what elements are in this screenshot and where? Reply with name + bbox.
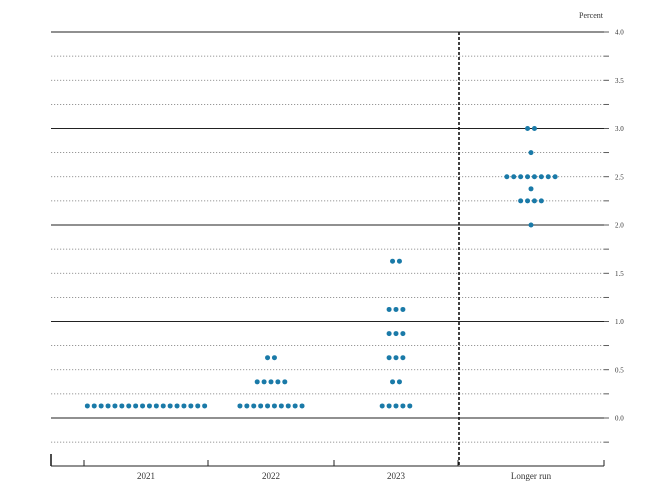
y-tick-label: 2.5: [615, 173, 624, 181]
y-tick-label: 1.5: [615, 270, 624, 278]
dot: [202, 403, 208, 409]
dot: [265, 355, 271, 361]
dot: [390, 258, 396, 264]
dot: [181, 403, 187, 409]
dot: [528, 222, 534, 228]
dot: [91, 403, 97, 409]
x-tick-label: Longer run: [511, 471, 552, 481]
y-tick-label: 3.5: [615, 77, 624, 85]
dot: [268, 379, 274, 385]
dot: [146, 403, 152, 409]
dot: [390, 379, 396, 385]
grid-lines: [51, 31, 609, 443]
x-tick-label: 2023: [387, 471, 406, 481]
dot: [400, 306, 406, 312]
dot: [393, 331, 399, 337]
dot: [275, 379, 281, 385]
dot: [195, 403, 201, 409]
dot: [265, 403, 271, 409]
dot: [386, 306, 392, 312]
dot: [525, 198, 531, 204]
dot: [119, 403, 125, 409]
dot: [174, 403, 180, 409]
dot: [140, 403, 146, 409]
dot: [531, 126, 537, 131]
dot: [379, 403, 385, 409]
dot: [552, 174, 558, 180]
x-tick-label: 2022: [262, 471, 280, 481]
y-axis-tick-labels: 0.0 0.5 1.0 1.5 2.0 2.5 3.0 3.5 4.0: [615, 29, 624, 423]
dot: [393, 403, 399, 409]
dot: [528, 150, 534, 156]
dot: [251, 403, 257, 409]
y-tick-label: 4.0: [615, 29, 624, 37]
dot: [261, 379, 267, 385]
y-axis-label: Percent: [579, 11, 604, 20]
x-axis: 2021 2022 2023 Longer run: [50, 32, 605, 481]
dot: [400, 403, 406, 409]
dot: [254, 379, 260, 385]
dot: [153, 403, 159, 409]
dot: [386, 403, 392, 409]
dot: [98, 403, 104, 409]
dot: [518, 174, 524, 180]
y-tick-label: 2.0: [615, 222, 624, 230]
dot: [112, 403, 118, 409]
dot: [525, 126, 531, 131]
dot: [299, 403, 305, 409]
dot: [160, 403, 166, 409]
dot: [393, 355, 399, 361]
dot: [531, 198, 537, 204]
dot: [386, 355, 392, 361]
dots: [84, 126, 558, 409]
dot: [258, 403, 264, 409]
dot: [396, 379, 402, 385]
y-tick-label: 1.0: [615, 318, 624, 326]
dot: [133, 403, 139, 409]
dot: [188, 403, 194, 409]
dot: [393, 306, 399, 312]
dot: [271, 355, 277, 361]
dot: [285, 403, 291, 409]
dot: [244, 403, 250, 409]
dot: [126, 403, 132, 409]
dot: [386, 331, 392, 337]
dot: [504, 174, 510, 180]
dot: [528, 186, 534, 192]
dot: [407, 403, 413, 409]
dot: [525, 174, 531, 180]
dot: [292, 403, 298, 409]
x-tick-label: 2021: [137, 471, 155, 481]
dot: [400, 331, 406, 337]
y-tick-label: 0.0: [615, 415, 624, 423]
dot: [511, 174, 517, 180]
dot: [400, 355, 406, 361]
dot: [271, 403, 277, 409]
dot: [518, 198, 524, 204]
dot: [278, 403, 284, 409]
dot: [531, 174, 537, 180]
dot: [84, 403, 90, 409]
dot: [396, 258, 402, 264]
y-tick-label: 3.0: [615, 125, 624, 133]
dot: [105, 403, 111, 409]
y-tick-label: 0.5: [615, 366, 624, 374]
dot: [237, 403, 243, 409]
dot: [167, 403, 173, 409]
dot: [545, 174, 551, 180]
dot: [538, 198, 544, 204]
dot: [282, 379, 288, 385]
dot: [538, 174, 544, 180]
